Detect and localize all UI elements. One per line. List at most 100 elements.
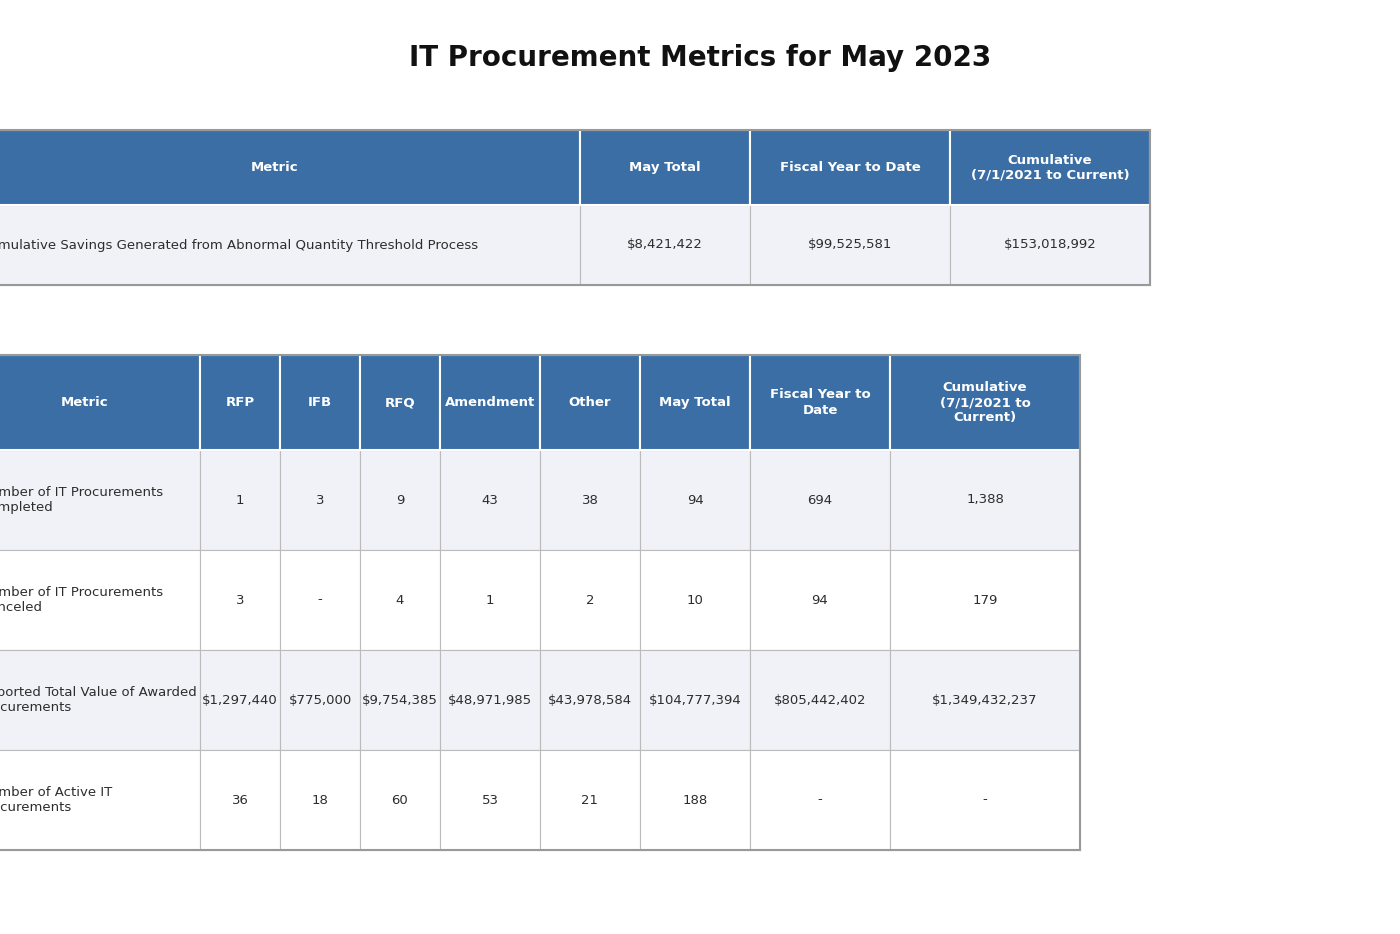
Text: 1: 1 <box>235 493 244 506</box>
Text: May Total: May Total <box>629 161 701 174</box>
Text: $805,442,402: $805,442,402 <box>774 694 867 706</box>
Text: $48,971,985: $48,971,985 <box>448 694 532 706</box>
Bar <box>640 355 750 450</box>
Bar <box>360 450 440 550</box>
Bar <box>200 450 280 550</box>
Bar <box>280 450 360 550</box>
Bar <box>580 130 750 205</box>
Bar <box>0 355 200 450</box>
Text: 188: 188 <box>682 794 707 806</box>
Bar <box>640 650 750 750</box>
Bar <box>890 355 1079 450</box>
Text: -: - <box>318 593 322 606</box>
Text: IT Procurement Metrics for May 2023: IT Procurement Metrics for May 2023 <box>409 44 991 72</box>
Bar <box>640 750 750 850</box>
Text: 10: 10 <box>686 593 703 606</box>
Bar <box>750 450 890 550</box>
Text: 94: 94 <box>812 593 829 606</box>
Bar <box>200 355 280 450</box>
Bar <box>280 550 360 650</box>
Text: -: - <box>818 794 822 806</box>
Text: Other: Other <box>568 396 612 409</box>
Text: 4: 4 <box>396 593 405 606</box>
Bar <box>750 205 951 285</box>
Text: 2: 2 <box>585 593 594 606</box>
Text: 43: 43 <box>482 493 498 506</box>
Text: $1,297,440: $1,297,440 <box>202 694 277 706</box>
Text: Number of IT Procurements
Completed: Number of IT Procurements Completed <box>0 486 164 514</box>
Bar <box>951 205 1149 285</box>
Bar <box>640 450 750 550</box>
Text: 1: 1 <box>486 593 494 606</box>
Text: Fiscal Year to
Date: Fiscal Year to Date <box>770 389 871 417</box>
Text: Reported Total Value of Awarded
Procurements: Reported Total Value of Awarded Procurem… <box>0 686 197 714</box>
Bar <box>280 750 360 850</box>
Bar <box>0 130 1149 285</box>
Bar <box>750 650 890 750</box>
Bar <box>890 550 1079 650</box>
Text: RFQ: RFQ <box>385 396 416 409</box>
Bar <box>360 650 440 750</box>
Text: $153,018,992: $153,018,992 <box>1004 238 1096 251</box>
Bar <box>540 550 640 650</box>
Bar <box>750 550 890 650</box>
Text: 9: 9 <box>396 493 405 506</box>
Bar <box>440 355 540 450</box>
Text: May Total: May Total <box>659 396 731 409</box>
Bar <box>200 650 280 750</box>
Text: 60: 60 <box>392 794 409 806</box>
Text: 36: 36 <box>231 794 248 806</box>
Bar <box>440 450 540 550</box>
Bar <box>540 650 640 750</box>
Bar <box>0 450 200 550</box>
Bar <box>750 750 890 850</box>
Text: Cumulative Savings Generated from Abnormal Quantity Threshold Process: Cumulative Savings Generated from Abnorm… <box>0 238 479 251</box>
Text: RFP: RFP <box>225 396 255 409</box>
Text: $43,978,584: $43,978,584 <box>547 694 631 706</box>
Text: 38: 38 <box>581 493 598 506</box>
Text: IFB: IFB <box>308 396 332 409</box>
Bar <box>0 550 200 650</box>
Text: 3: 3 <box>316 493 325 506</box>
Bar <box>200 550 280 650</box>
Bar <box>750 355 890 450</box>
Bar <box>580 205 750 285</box>
Bar <box>890 450 1079 550</box>
Text: $8,421,422: $8,421,422 <box>627 238 703 251</box>
Bar <box>951 130 1149 205</box>
Bar <box>360 750 440 850</box>
Text: Metric: Metric <box>251 161 298 174</box>
Bar <box>750 130 951 205</box>
Bar <box>360 355 440 450</box>
Text: 3: 3 <box>235 593 244 606</box>
Text: 1,388: 1,388 <box>966 493 1004 506</box>
Text: $9,754,385: $9,754,385 <box>363 694 438 706</box>
Text: $775,000: $775,000 <box>288 694 351 706</box>
Bar <box>280 650 360 750</box>
Text: 179: 179 <box>973 593 998 606</box>
Bar <box>360 550 440 650</box>
Bar <box>0 355 1079 850</box>
Bar <box>890 750 1079 850</box>
Text: Number of Active IT
Procurements: Number of Active IT Procurements <box>0 786 112 814</box>
Text: 694: 694 <box>808 493 833 506</box>
Text: -: - <box>983 794 987 806</box>
Bar <box>640 550 750 650</box>
Text: Number of IT Procurements
Canceled: Number of IT Procurements Canceled <box>0 586 164 614</box>
Bar <box>200 750 280 850</box>
Text: Amendment: Amendment <box>445 396 535 409</box>
Text: Cumulative
(7/1/2021 to Current): Cumulative (7/1/2021 to Current) <box>970 153 1130 181</box>
Text: Fiscal Year to Date: Fiscal Year to Date <box>780 161 920 174</box>
Text: $1,349,432,237: $1,349,432,237 <box>932 694 1037 706</box>
Bar <box>440 550 540 650</box>
Bar <box>540 750 640 850</box>
Text: $99,525,581: $99,525,581 <box>808 238 892 251</box>
Bar <box>540 450 640 550</box>
Bar <box>540 355 640 450</box>
Text: 94: 94 <box>686 493 703 506</box>
Bar <box>0 130 580 205</box>
Bar <box>440 750 540 850</box>
Text: 18: 18 <box>312 794 329 806</box>
Text: $104,777,394: $104,777,394 <box>648 694 742 706</box>
Text: 53: 53 <box>482 794 498 806</box>
